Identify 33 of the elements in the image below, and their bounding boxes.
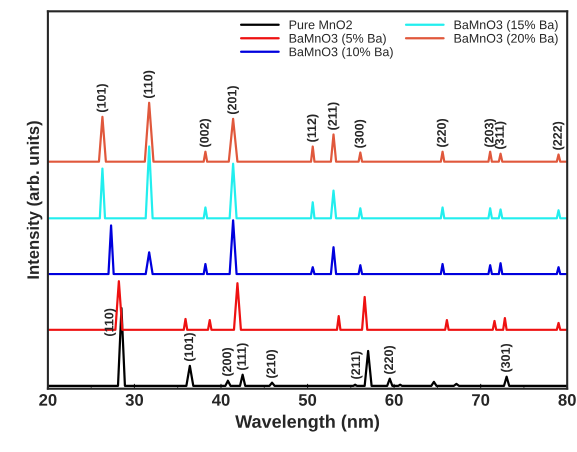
x-tick-label: 30 bbox=[126, 394, 144, 406]
x-tick-label: 20 bbox=[39, 394, 56, 406]
annotation: (200) bbox=[222, 348, 234, 376]
x-axis-title: Wavelength (nm) bbox=[235, 414, 380, 432]
x-tick-label: 40 bbox=[212, 394, 230, 406]
annotation: (300) bbox=[354, 120, 366, 148]
annotation: (112) bbox=[306, 114, 319, 142]
annotation: (110) bbox=[143, 70, 155, 98]
x-tick-label: 50 bbox=[298, 394, 316, 406]
x-tick-label: 70 bbox=[472, 394, 490, 406]
annotation: (220) bbox=[384, 346, 396, 374]
annotation: (203) bbox=[484, 118, 496, 147]
annotation: (211) bbox=[350, 352, 363, 379]
annotation: (311) bbox=[494, 122, 506, 149]
x-tick-label: 80 bbox=[558, 394, 576, 406]
annotation: (110) bbox=[104, 308, 116, 336]
annotation: (101) bbox=[184, 333, 196, 362]
legend-label: BaMnO3 (10% Ba) bbox=[290, 47, 393, 59]
x-tick-label: 60 bbox=[385, 394, 403, 406]
annotation: (301) bbox=[500, 344, 512, 372]
annotation: (210) bbox=[266, 350, 278, 378]
legend-label: BaMnO3 (15% Ba) bbox=[454, 20, 558, 32]
annotation: (201) bbox=[227, 86, 239, 114]
annotation: (220) bbox=[436, 118, 448, 147]
y-axis-title: Intensity (arb. units) bbox=[26, 121, 42, 279]
legend-label: BaMnO3 (20% Ba) bbox=[454, 34, 558, 46]
annotation: (002) bbox=[200, 118, 212, 147]
annotation: (101) bbox=[96, 84, 108, 112]
annotation: (111) bbox=[236, 343, 248, 370]
legend-label: Pure MnO2 bbox=[290, 20, 352, 30]
annotation: (211) bbox=[328, 102, 340, 130]
annotation: (222) bbox=[552, 122, 564, 150]
legend-label: BaMnO3 (5% Ba) bbox=[290, 34, 386, 46]
